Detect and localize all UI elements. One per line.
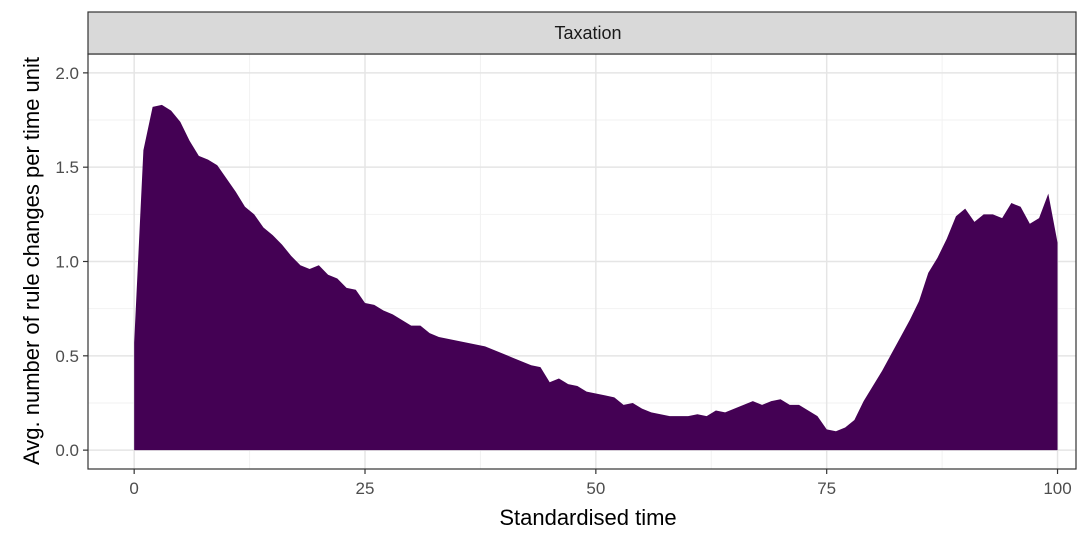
x-tick-label: 50 xyxy=(586,479,605,498)
y-axis-title: Avg. number of rule changes per time uni… xyxy=(19,57,44,465)
x-tick-label: 100 xyxy=(1043,479,1071,498)
y-axis: 0.0 0.5 1.0 1.5 2.0 xyxy=(55,64,88,460)
x-axis-title: Standardised time xyxy=(499,505,676,530)
y-tick-label: 2.0 xyxy=(55,64,79,83)
x-tick-label: 25 xyxy=(356,479,375,498)
x-tick-label: 0 xyxy=(129,479,138,498)
y-tick-label: 1.5 xyxy=(55,158,79,177)
area-series-fill xyxy=(134,104,1058,451)
y-tick-label: 1.0 xyxy=(55,253,79,272)
y-tick-label: 0.0 xyxy=(55,441,79,460)
facet-strip-label: Taxation xyxy=(554,23,621,43)
y-tick-label: 0.5 xyxy=(55,347,79,366)
x-axis: 0 25 50 75 100 xyxy=(129,469,1072,498)
facet-strip xyxy=(87,11,1077,55)
x-tick-label: 75 xyxy=(817,479,836,498)
